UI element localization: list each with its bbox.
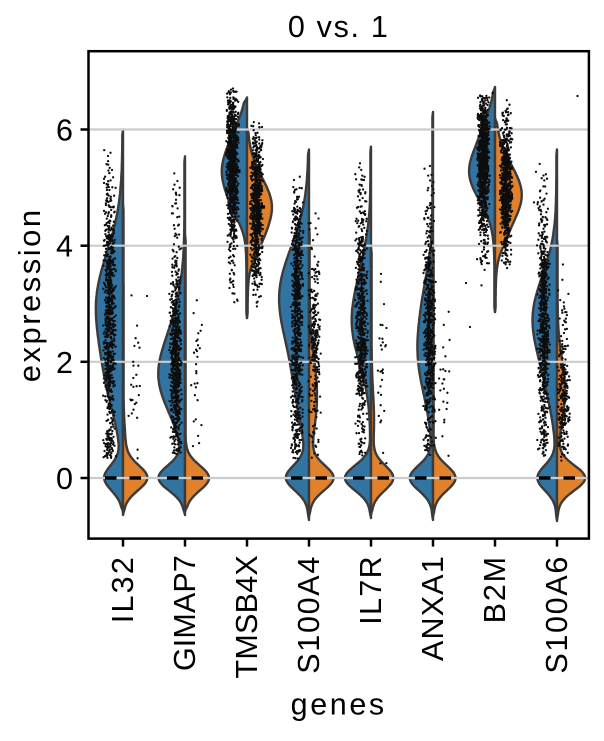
svg-text:2: 2 xyxy=(56,346,73,380)
svg-text:B2M: B2M xyxy=(478,555,512,623)
svg-text:genes: genes xyxy=(291,688,387,722)
svg-text:expression: expression xyxy=(12,207,47,382)
svg-text:ANXA1: ANXA1 xyxy=(416,555,450,661)
svg-text:0 vs. 1: 0 vs. 1 xyxy=(288,10,390,44)
svg-text:GIMAP7: GIMAP7 xyxy=(168,555,202,671)
svg-text:TMSB4X: TMSB4X xyxy=(230,555,264,679)
svg-text:S100A6: S100A6 xyxy=(540,555,574,674)
svg-text:S100A4: S100A4 xyxy=(292,555,326,674)
svg-text:6: 6 xyxy=(56,114,73,148)
svg-text:IL32: IL32 xyxy=(106,555,140,623)
svg-text:IL7R: IL7R xyxy=(354,555,388,625)
svg-text:0: 0 xyxy=(56,462,73,496)
svg-text:4: 4 xyxy=(56,230,73,264)
